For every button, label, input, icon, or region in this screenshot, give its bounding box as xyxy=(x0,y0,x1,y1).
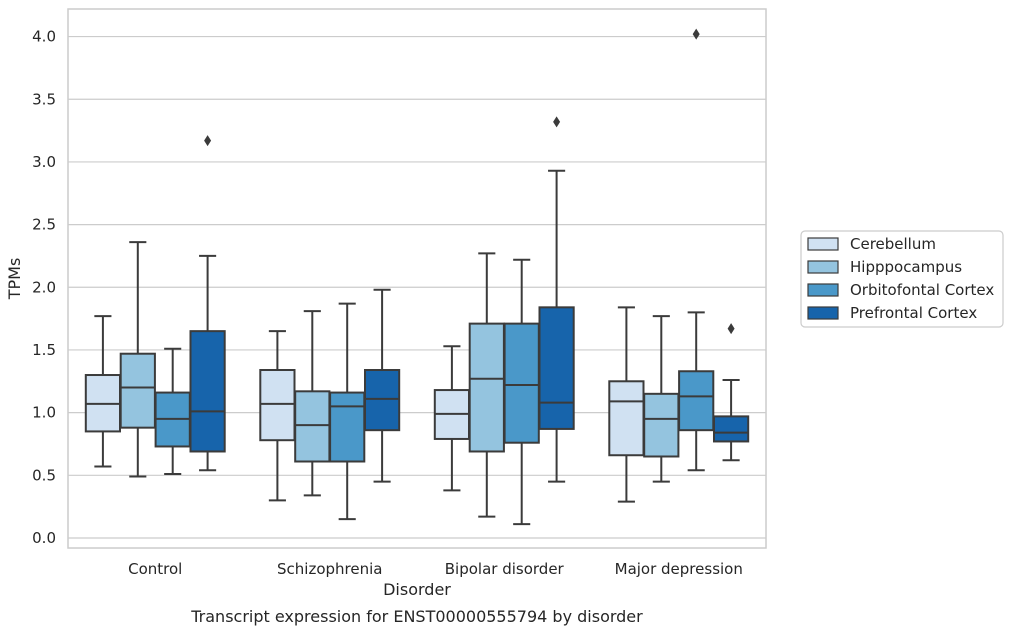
box xyxy=(259,330,296,502)
box-body xyxy=(503,322,540,444)
legend-item: Prefrontal Cortex xyxy=(807,304,977,322)
series-orbitofontal-cortex xyxy=(154,28,715,526)
box-body xyxy=(363,369,401,432)
y-tick-label: 3.5 xyxy=(32,90,56,108)
box-body xyxy=(189,330,226,453)
box xyxy=(189,135,226,472)
box xyxy=(329,302,366,521)
y-tick-label: 1.0 xyxy=(32,404,56,422)
box-body xyxy=(259,369,296,442)
box-body xyxy=(678,370,715,432)
box xyxy=(503,258,540,526)
y-axis-ticks: 0.0 0.5 1.0 1.5 2.0 2.5 3.0 3.5 4.0 xyxy=(32,28,56,547)
outlier-point xyxy=(553,116,561,128)
box xyxy=(608,306,645,503)
y-tick-label: 0.0 xyxy=(32,529,56,547)
outlier-point xyxy=(204,135,212,147)
legend: Cerebellum Hipppocampus Orbitofontal Corte… xyxy=(800,230,1004,328)
box xyxy=(84,315,122,468)
box-body xyxy=(608,380,645,457)
plot-area-frame xyxy=(67,8,767,549)
outlier-point xyxy=(727,323,735,335)
legend-label: Prefrontal Cortex xyxy=(850,304,977,322)
x-tick-label: Schizophrenia xyxy=(277,560,382,578)
legend-item: Orbitofontal Cortex xyxy=(807,281,994,299)
box-body xyxy=(712,415,750,443)
legend-item: Cerebellum xyxy=(807,235,936,253)
box-body xyxy=(468,322,505,453)
legend-label: Cerebellum xyxy=(850,235,936,253)
y-tick-label: 3.0 xyxy=(32,153,56,171)
box-body xyxy=(119,352,156,429)
outlier-point xyxy=(692,28,700,40)
legend-swatch xyxy=(807,260,839,274)
box xyxy=(294,310,331,497)
legend-swatch xyxy=(807,237,839,251)
box xyxy=(119,241,156,478)
box xyxy=(154,347,191,476)
y-tick-label: 0.5 xyxy=(32,466,56,484)
series-prefrontal-cortex xyxy=(189,116,750,483)
series-hipppocampus xyxy=(119,241,680,518)
box-body xyxy=(329,391,366,463)
box-body xyxy=(538,306,575,430)
y-tick-label: 1.5 xyxy=(32,341,56,359)
box-series xyxy=(84,28,750,526)
x-tick-label: Bipolar disorder xyxy=(445,560,565,578)
box xyxy=(468,252,505,518)
box xyxy=(363,288,401,483)
x-tick-label: Control xyxy=(128,560,182,578)
x-axis-ticks: Control Schizophrenia Bipolar disorder Majo… xyxy=(128,560,743,578)
x-axis-title: Disorder xyxy=(383,580,451,599)
legend-item: Hipppocampus xyxy=(807,258,962,276)
series-cerebellum xyxy=(84,306,645,503)
y-tick-label: 4.0 xyxy=(32,28,56,46)
y-axis-title: TPMs xyxy=(5,258,24,301)
legend-swatch xyxy=(807,306,839,320)
box xyxy=(678,28,715,472)
x-tick-label: Major depression xyxy=(615,560,743,578)
legend-label: Orbitofontal Cortex xyxy=(850,281,994,299)
legend-swatch xyxy=(807,283,839,297)
box-body xyxy=(643,392,680,458)
legend-frame xyxy=(800,230,1004,328)
chart-caption: Transcript expression for ENST0000055579… xyxy=(190,607,643,626)
box xyxy=(712,323,750,462)
box xyxy=(643,315,680,483)
box xyxy=(538,116,575,483)
legend-label: Hipppocampus xyxy=(850,258,962,276)
y-tick-label: 2.5 xyxy=(32,216,56,234)
box-body xyxy=(294,390,331,463)
box xyxy=(433,345,471,492)
y-tick-label: 2.0 xyxy=(32,278,56,296)
